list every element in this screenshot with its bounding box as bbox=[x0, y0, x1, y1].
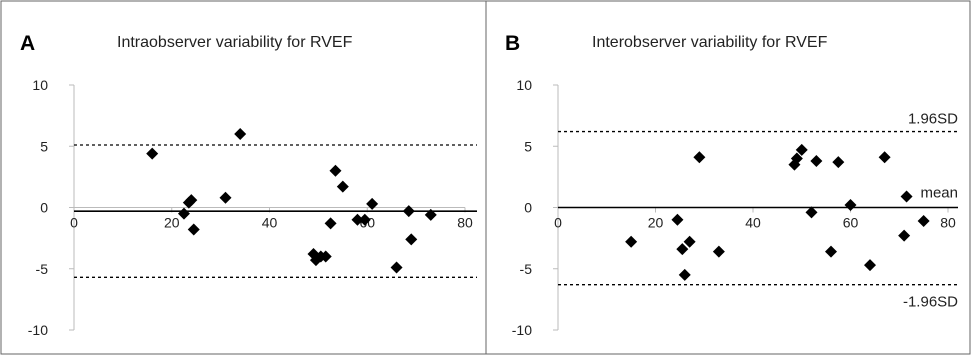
y-tick-label: -5 bbox=[520, 261, 533, 277]
mean-label: mean bbox=[920, 185, 958, 202]
data-point bbox=[832, 156, 845, 169]
data-point bbox=[358, 213, 371, 226]
data-point bbox=[329, 164, 342, 177]
data-point bbox=[219, 191, 232, 204]
data-point bbox=[671, 213, 684, 226]
data-point bbox=[366, 197, 379, 210]
data-point bbox=[146, 147, 159, 160]
y-tick-label: 0 bbox=[524, 200, 532, 216]
x-tick-label: 20 bbox=[164, 215, 180, 231]
data-point bbox=[805, 206, 818, 219]
x-tick-label: 20 bbox=[648, 215, 664, 231]
panel-label: B bbox=[505, 32, 520, 55]
data-point bbox=[678, 268, 691, 281]
y-tick-label: 10 bbox=[516, 77, 532, 93]
y-tick-label: -10 bbox=[28, 322, 48, 338]
y-tick-label: 5 bbox=[40, 138, 48, 154]
data-point bbox=[693, 151, 706, 164]
data-point bbox=[319, 250, 332, 263]
data-point bbox=[825, 245, 837, 258]
data-point bbox=[790, 152, 803, 165]
data-point bbox=[324, 217, 337, 230]
data-point bbox=[187, 223, 200, 236]
data-point bbox=[405, 233, 418, 246]
y-tick-label: -10 bbox=[512, 322, 532, 338]
data-point bbox=[898, 229, 911, 242]
data-point bbox=[402, 205, 415, 218]
data-point bbox=[878, 151, 891, 164]
data-point bbox=[864, 259, 876, 272]
panel-a: A Intraobserver variability for RVEF -10… bbox=[20, 32, 477, 338]
x-tick-label: 0 bbox=[554, 215, 562, 231]
data-point bbox=[795, 143, 808, 156]
panel-b: B Interobserver variability for RVEF -10… bbox=[505, 32, 958, 338]
data-point bbox=[844, 199, 857, 212]
data-point bbox=[625, 235, 638, 248]
data-point bbox=[900, 190, 913, 203]
x-tick-label: 40 bbox=[745, 215, 761, 231]
y-tick-label: 0 bbox=[40, 200, 48, 216]
x-tick-label: 40 bbox=[262, 215, 278, 231]
data-point bbox=[351, 213, 364, 226]
upper-limit-label: 1.96SD bbox=[908, 111, 958, 128]
data-point bbox=[424, 208, 437, 221]
x-tick-label: 0 bbox=[70, 215, 78, 231]
x-tick-label: 80 bbox=[940, 215, 956, 231]
x-tick-label: 80 bbox=[457, 215, 473, 231]
panel-label: A bbox=[20, 32, 35, 55]
lower-limit-label: -1.96SD bbox=[903, 294, 958, 311]
data-point bbox=[336, 180, 349, 193]
x-tick-label: 60 bbox=[843, 215, 859, 231]
data-point bbox=[683, 235, 696, 248]
y-tick-label: 10 bbox=[32, 77, 48, 93]
y-tick-label: -5 bbox=[36, 261, 49, 277]
y-tick-label: 5 bbox=[524, 138, 532, 154]
chart-title: Intraobserver variability for RVEF bbox=[117, 34, 353, 51]
data-point bbox=[810, 154, 823, 167]
data-point bbox=[676, 243, 689, 256]
data-point bbox=[390, 261, 403, 274]
data-point bbox=[917, 214, 930, 227]
chart-title: Interobserver variability for RVEF bbox=[592, 34, 828, 51]
data-point bbox=[177, 207, 190, 220]
data-point bbox=[234, 128, 247, 140]
data-point bbox=[309, 254, 322, 267]
data-point bbox=[185, 194, 198, 207]
data-point bbox=[712, 245, 725, 258]
